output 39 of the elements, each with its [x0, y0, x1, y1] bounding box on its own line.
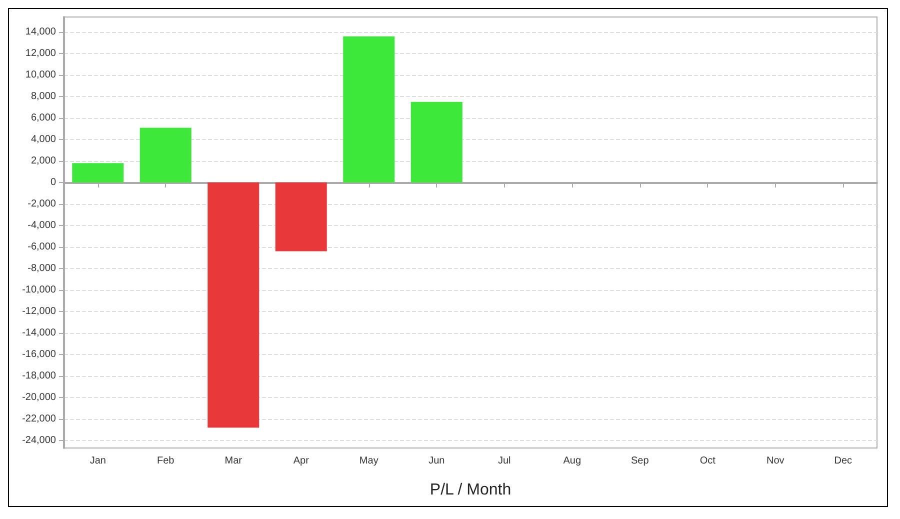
bar: [343, 36, 395, 183]
x-tick-label: Mar: [224, 456, 243, 466]
x-tick-label: Jun: [428, 456, 445, 466]
y-tick-label: 6,000: [30, 112, 56, 124]
y-tick-label: -6,000: [28, 242, 56, 253]
y-tick-label: 0: [50, 177, 56, 188]
bar: [208, 182, 260, 428]
y-tick-label: -12,000: [22, 306, 56, 317]
y-tick-label: 14,000: [25, 26, 56, 38]
bar: [72, 163, 124, 183]
y-tick-label: -2,000: [28, 198, 56, 210]
y-tick-label: 8,000: [30, 91, 56, 102]
x-tick-label: Sep: [630, 456, 650, 466]
x-axis-title: P/L / Month: [430, 482, 512, 498]
x-tick-label: Apr: [293, 456, 310, 466]
bar: [140, 128, 192, 183]
x-tick-label: Jul: [498, 456, 511, 466]
y-tick-label: -8,000: [28, 263, 56, 274]
x-tick-label: Jan: [90, 456, 106, 466]
x-tick-label: Oct: [700, 456, 716, 466]
x-tick-label: May: [359, 456, 378, 466]
x-tick-label: Nov: [766, 456, 784, 466]
y-tick-label: -18,000: [22, 370, 56, 382]
y-tick-label: -20,000: [22, 392, 56, 403]
x-tick-label: Feb: [157, 456, 175, 466]
y-tick-label: 12,000: [25, 48, 56, 60]
y-tick-label: -24,000: [22, 434, 56, 446]
y-tick-label: -22,000: [22, 413, 56, 424]
y-tick-label: 10,000: [25, 70, 56, 81]
y-tick-label: -10,000: [22, 284, 56, 296]
y-tick-label: -16,000: [22, 348, 56, 360]
bar: [275, 182, 327, 252]
bar: [410, 102, 462, 183]
x-tick-label: Aug: [563, 456, 582, 466]
y-tick-label: 4,000: [30, 134, 56, 146]
y-tick-label: 2,000: [30, 156, 56, 167]
x-tick-label: Dec: [834, 456, 852, 466]
y-tick-label: -4,000: [28, 220, 56, 232]
y-tick-label: -14,000: [22, 327, 56, 338]
